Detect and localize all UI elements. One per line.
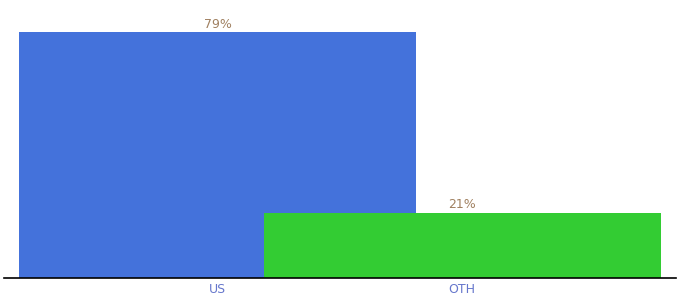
Text: 21%: 21%	[448, 198, 476, 211]
Text: 79%: 79%	[204, 18, 232, 31]
Bar	[20, 32, 416, 278]
Bar	[264, 213, 660, 278]
